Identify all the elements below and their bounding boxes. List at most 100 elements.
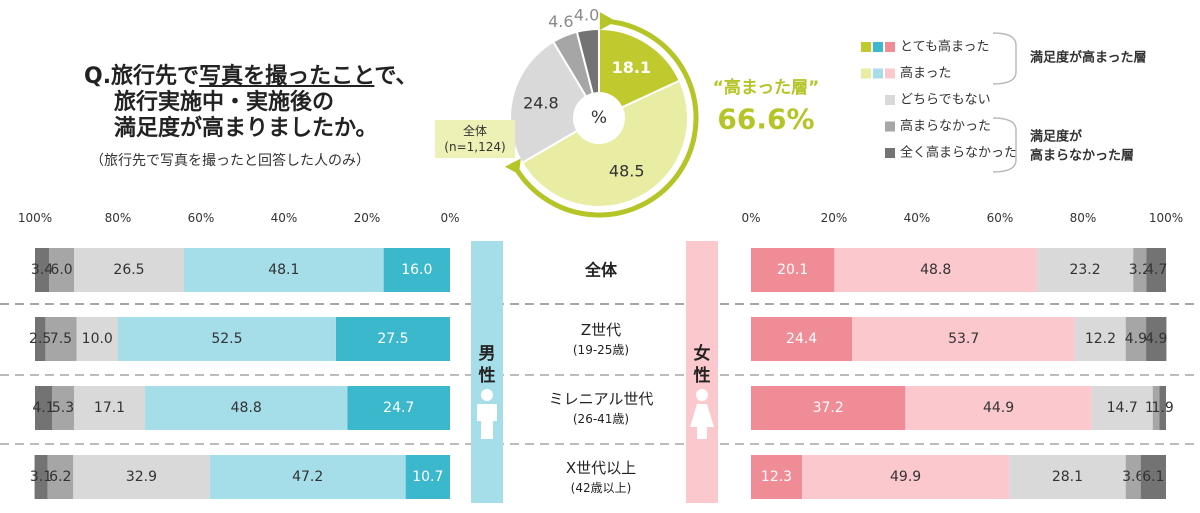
male-bar-label-4-5: 3.1 [30, 469, 52, 485]
male-bar-3-4 [52, 386, 75, 430]
legend-swatch-3 [885, 95, 895, 105]
female-tick-4: 60% [987, 211, 1014, 225]
male-bar-1-2 [183, 248, 384, 292]
female-tick-3: 40% [904, 211, 931, 225]
female-tick-6: 100% [1149, 211, 1183, 225]
male-icon-head [481, 389, 493, 401]
male-icon-body [477, 404, 497, 439]
female-bar-2-3 [1075, 317, 1126, 361]
female-bar-2-4 [1125, 317, 1147, 361]
male-bar-label-1-1: 16.0 [401, 262, 432, 278]
base-box [435, 120, 515, 158]
female-bar-label-4-4: 3.6 [1122, 469, 1144, 485]
female-bar-1-5 [1146, 248, 1166, 292]
question-title: Q.旅行先で写真を撮ったことで、 旅行実施中・実施後の 満足度が高まりましたか。 [84, 64, 444, 142]
legend-swatch-2-1 [861, 68, 871, 79]
male-bar-2-4 [45, 317, 77, 361]
female-tick-1: 0% [741, 211, 760, 225]
female-bar-label-1-2: 48.8 [920, 262, 951, 278]
pie-slice-label-5: 4.0 [574, 5, 599, 24]
female-bar-2-2 [852, 317, 1076, 361]
pie-slice-label-2: 48.5 [609, 162, 645, 181]
female-bar-4-2 [802, 455, 1010, 499]
question-note: （旅行先で写真を撮ったと回答した人のみ） [90, 153, 370, 169]
female-band-char-1: 女 [694, 343, 711, 364]
female-band [686, 241, 718, 503]
legend-item-3: どちらでもない [900, 93, 991, 108]
base-n: (n=1,124) [444, 140, 505, 154]
legend-swatch-1-2 [873, 42, 883, 52]
male-bar-3-1 [347, 386, 450, 430]
female-bar-label-3-3: 14.7 [1107, 400, 1138, 416]
legend-swatch-2-2 [873, 68, 883, 79]
base-label: 全体 [463, 123, 487, 138]
question-line3: 満足度が高まりましたか。 [114, 116, 378, 141]
male-bar-4-2 [209, 455, 406, 499]
male-bar-1-3 [74, 248, 184, 292]
male-bar-label-1-3: 26.5 [113, 262, 144, 278]
male-bar-3-5 [35, 386, 53, 430]
female-bar-3-3 [1091, 386, 1153, 430]
male-bar-label-4-3: 32.9 [126, 469, 157, 485]
male-bar-3-2 [144, 386, 348, 430]
category-sublabel-3: (26-41歳) [573, 412, 629, 426]
legend-group-2-line1: 満足度が [1030, 129, 1082, 145]
legend-group-2-line2: 高まらなかった層 [1030, 148, 1134, 164]
male-tick-6: 0% [440, 211, 459, 225]
male-bar-2-5 [35, 317, 46, 361]
male-bar-label-2-5: 2.5 [29, 331, 51, 347]
male-bar-4-1 [405, 455, 450, 499]
female-bar-2-5 [1146, 317, 1167, 361]
legend-item-4: 高まらなかった [900, 118, 991, 134]
female-bar-label-4-1: 12.3 [761, 469, 792, 485]
female-tick-5: 80% [1070, 211, 1097, 225]
male-bar-label-1-5: 3.4 [31, 262, 53, 278]
female-bar-label-1-5: 4.7 [1145, 262, 1167, 278]
female-bar-label-4-3: 28.1 [1052, 469, 1083, 485]
male-bar-1-1 [383, 248, 450, 292]
female-tick-2: 20% [821, 211, 848, 225]
female-bar-label-3-5: 1.9 [1152, 400, 1174, 416]
question-line1-underlined: 写真を撮ったこと [199, 64, 375, 89]
pie-slice-label-1: 18.1 [612, 58, 651, 77]
legend-swatch-2-3 [885, 68, 895, 79]
legend-item-5: 全く高まらなかった [900, 145, 1017, 161]
female-bar-4-1 [751, 455, 803, 499]
pie-slice-2 [520, 79, 689, 208]
male-bar-label-1-2: 48.1 [268, 262, 299, 278]
male-tick-1: 100% [18, 211, 52, 225]
female-bar-1-2 [834, 248, 1037, 292]
male-bar-1-4 [49, 248, 75, 292]
male-bar-label-3-1: 24.7 [383, 400, 414, 416]
female-bar-3-2 [905, 386, 1092, 430]
female-bar-3-5 [1159, 386, 1166, 430]
female-bar-1-1 [751, 248, 835, 292]
female-bar-1-3 [1036, 248, 1134, 292]
callout-title: “高まった層” [713, 77, 820, 98]
legend-swatch-1-1 [861, 42, 871, 52]
category-label-2: Z世代 [581, 321, 621, 339]
female-bar-4-4 [1125, 455, 1141, 499]
male-tick-2: 80% [105, 211, 132, 225]
male-bar-label-1-4: 6.0 [50, 262, 72, 278]
male-bar-label-4-1: 10.7 [412, 469, 443, 485]
female-bar-label-2-5: 4.9 [1145, 331, 1167, 347]
female-bar-label-3-1: 37.2 [813, 400, 844, 416]
female-bar-3-4 [1152, 386, 1160, 430]
female-bar-2-1 [751, 317, 853, 361]
male-bar-3-3 [74, 386, 145, 430]
male-bar-label-4-4: 6.2 [49, 469, 71, 485]
male-bar-2-3 [76, 317, 118, 361]
female-bar-label-2-1: 24.4 [786, 331, 817, 347]
female-bar-3-1 [751, 386, 906, 430]
female-bar-label-1-3: 23.2 [1069, 262, 1100, 278]
question-line1-prefix: Q.旅行先で [84, 64, 200, 89]
callout-value: 66.6% [717, 103, 814, 136]
male-bar-label-3-4: 5.3 [52, 400, 74, 416]
pie-center-label: % [591, 108, 607, 128]
male-bar-label-3-2: 48.8 [231, 400, 262, 416]
female-bar-label-4-5: 6.1 [1142, 469, 1164, 485]
female-bar-label-2-2: 53.7 [948, 331, 979, 347]
raised-arc-arrow [510, 18, 699, 218]
